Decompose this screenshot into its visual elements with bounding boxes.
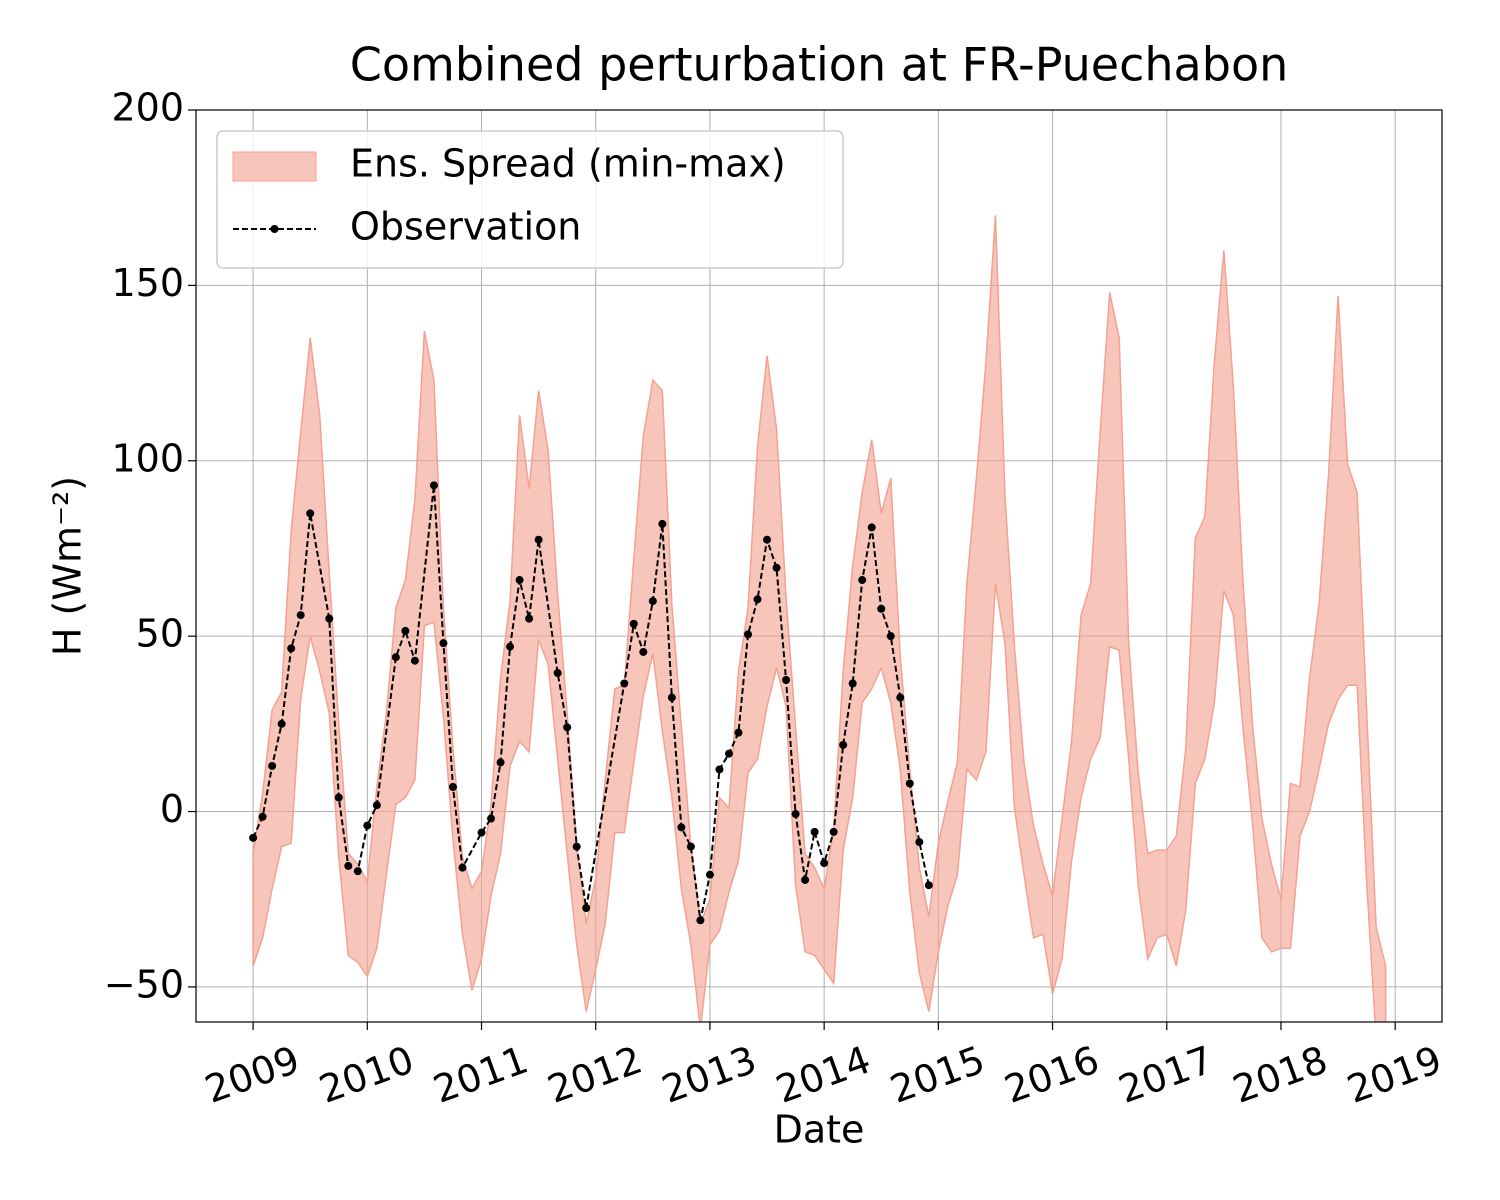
observation-point xyxy=(448,782,457,791)
observation-point xyxy=(886,632,895,641)
observation-point xyxy=(496,758,505,767)
observation-point xyxy=(563,723,572,732)
observation-point xyxy=(753,595,762,604)
observation-point xyxy=(724,749,733,758)
observation-point xyxy=(867,523,876,532)
legend-label: Observation xyxy=(350,205,581,249)
observation-point xyxy=(839,740,848,749)
observation-point xyxy=(582,904,591,912)
observation-point xyxy=(877,604,886,613)
observation-point xyxy=(791,809,800,818)
observation-point xyxy=(344,861,353,870)
observation-point xyxy=(487,814,496,823)
observation-point xyxy=(782,676,791,684)
observation-point xyxy=(734,728,743,737)
x-axis-label: Date xyxy=(774,1108,865,1152)
observation-point xyxy=(667,693,676,702)
y-tick-label: 150 xyxy=(111,261,184,305)
observation-point xyxy=(810,827,819,836)
observation-point xyxy=(705,870,714,879)
observation-point xyxy=(639,647,648,656)
observation-point xyxy=(620,679,629,688)
observation-line xyxy=(252,485,930,921)
observation-point xyxy=(772,563,781,572)
observation-point xyxy=(325,614,334,623)
observation-point xyxy=(363,821,372,830)
observation-point xyxy=(477,828,486,837)
observation-point xyxy=(905,779,914,788)
observation-point xyxy=(829,827,838,836)
y-axis-label: H (Wm⁻²) xyxy=(46,476,90,656)
observation-point xyxy=(763,535,772,544)
axes-frame xyxy=(195,109,1443,1023)
y-tick-label: 100 xyxy=(111,436,184,480)
observation-point xyxy=(458,863,467,872)
observation-point xyxy=(391,653,400,662)
observation-point xyxy=(258,812,267,821)
observation-point xyxy=(334,793,343,802)
observation-point xyxy=(277,719,286,728)
legend-swatch xyxy=(232,151,317,182)
y-tick-label: 200 xyxy=(111,86,184,130)
observation-point xyxy=(401,626,410,635)
observation-point xyxy=(296,611,305,620)
observation-point xyxy=(915,838,924,847)
legend-label: Ens. Spread (min-max) xyxy=(350,142,786,186)
observation-point xyxy=(439,639,448,648)
observation-point xyxy=(306,509,315,518)
observation-point xyxy=(525,614,534,623)
observation-point xyxy=(515,576,524,585)
observation-point xyxy=(896,693,905,702)
observation-point xyxy=(858,576,867,585)
chart-title: Combined perturbation at FR-Puechabon xyxy=(350,38,1289,92)
observation-point xyxy=(429,481,438,490)
observation-point xyxy=(658,519,667,528)
observation-point xyxy=(924,881,933,890)
observation-point xyxy=(553,668,562,677)
observation-point xyxy=(287,644,296,653)
observation-point xyxy=(372,801,381,810)
y-tick-label: −50 xyxy=(104,962,184,1006)
ensemble-band xyxy=(252,215,1387,1022)
observation-point xyxy=(820,859,829,868)
observation-point xyxy=(353,867,362,876)
observation-point xyxy=(249,833,258,842)
observation-point xyxy=(686,842,695,851)
plot-area xyxy=(249,215,1387,1022)
legend-box xyxy=(216,130,844,269)
observation-point xyxy=(572,842,581,851)
y-tick-label: 50 xyxy=(136,612,184,656)
observation-point xyxy=(848,679,857,688)
observation-point xyxy=(696,916,705,925)
legend: Ens. Spread (min-max) Observation xyxy=(216,130,844,269)
observation-point xyxy=(534,535,543,544)
observation-point xyxy=(677,823,686,832)
observation-point xyxy=(715,765,724,774)
observation-point xyxy=(506,642,515,651)
y-tick-label: 0 xyxy=(160,787,184,831)
observation-point xyxy=(629,619,638,628)
observation-point xyxy=(801,875,810,884)
legend-marker xyxy=(270,225,279,233)
observation-point xyxy=(744,630,753,639)
observation-point xyxy=(268,761,277,770)
observation-point xyxy=(410,656,419,665)
observation-point xyxy=(648,597,657,606)
